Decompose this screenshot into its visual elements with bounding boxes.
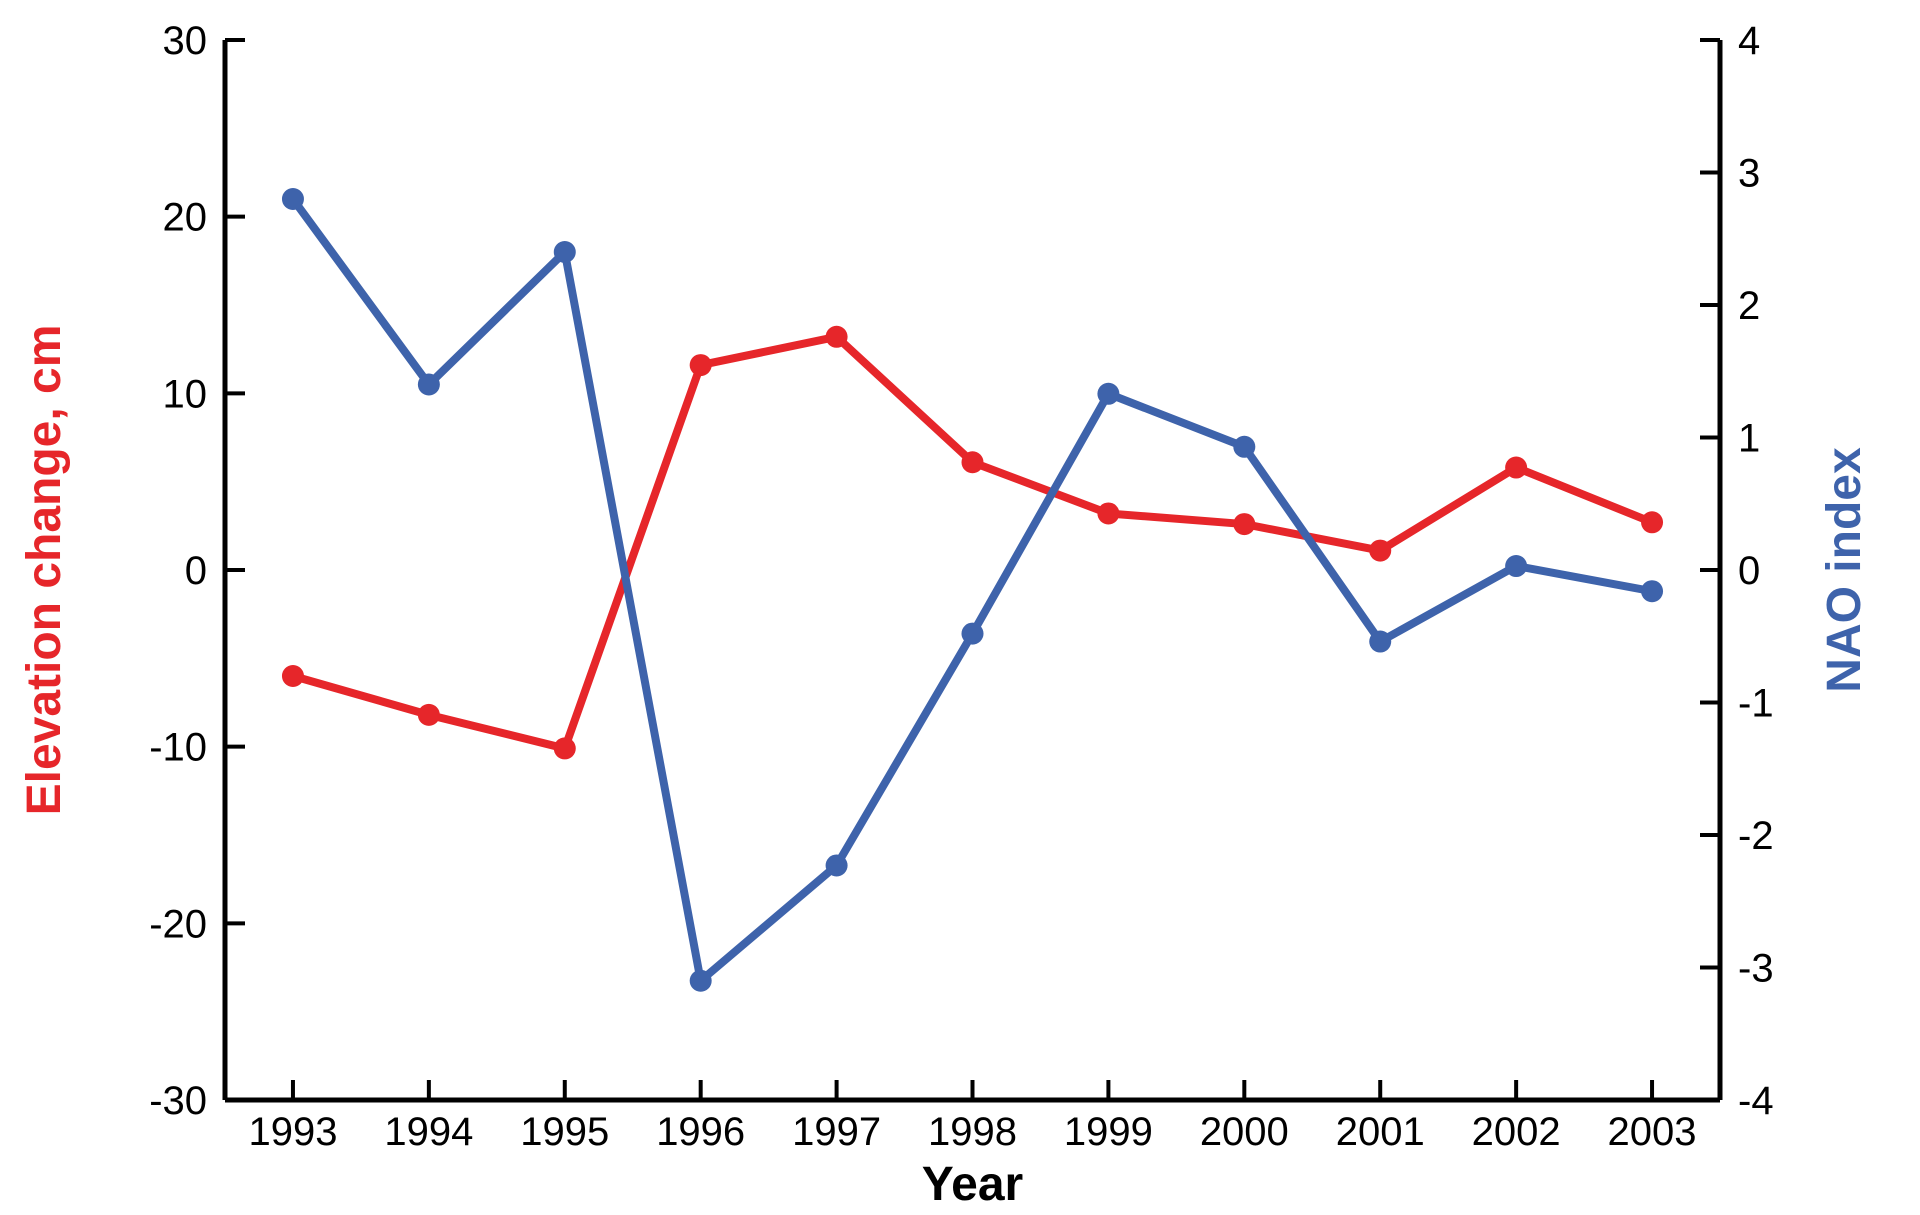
x-tick-label: 1999 <box>1064 1110 1153 1154</box>
series-marker-nao-index <box>962 623 984 645</box>
y-left-tick-label: -30 <box>149 1079 207 1123</box>
y-right-tick-label: -1 <box>1738 682 1774 726</box>
x-tick-label: 2001 <box>1336 1110 1425 1154</box>
y-right-tick-label: 4 <box>1738 19 1760 63</box>
y-left-tick-label: -20 <box>149 902 207 946</box>
series-marker-nao-index <box>282 188 304 210</box>
y-right-tick-label: 0 <box>1738 549 1760 593</box>
x-axis-label: Year <box>922 1158 1023 1211</box>
series-line-nao-index <box>293 199 1652 981</box>
chart-container: 1993199419951996199719981999200020012002… <box>0 0 1920 1215</box>
series-marker-nao-index <box>826 854 848 876</box>
series-marker-elevation-change <box>690 354 712 376</box>
series-marker-nao-index <box>1233 436 1255 458</box>
series-marker-nao-index <box>418 374 440 396</box>
series-marker-elevation-change <box>554 737 576 759</box>
x-tick-label: 2003 <box>1608 1110 1697 1154</box>
x-tick-label: 1995 <box>520 1110 609 1154</box>
series-marker-elevation-change <box>418 704 440 726</box>
y-left-tick-label: 20 <box>163 196 208 240</box>
y-right-tick-label: -3 <box>1738 947 1774 991</box>
series-marker-elevation-change <box>282 665 304 687</box>
y-right-tick-label: -4 <box>1738 1079 1774 1123</box>
series-marker-elevation-change <box>826 326 848 348</box>
series-marker-elevation-change <box>1505 457 1527 479</box>
y-right-tick-label: 1 <box>1738 417 1760 461</box>
series-marker-nao-index <box>1097 383 1119 405</box>
x-tick-label: 1998 <box>928 1110 1017 1154</box>
series-marker-nao-index <box>1641 580 1663 602</box>
x-tick-label: 1996 <box>656 1110 745 1154</box>
y-right-axis-label: NAO index <box>1818 447 1871 693</box>
y-left-tick-label: 30 <box>163 19 208 63</box>
y-left-axis-label: Elevation change, cm <box>18 325 71 816</box>
x-tick-label: 1994 <box>384 1110 473 1154</box>
series-marker-elevation-change <box>1369 540 1391 562</box>
series-marker-nao-index <box>1505 555 1527 577</box>
series-marker-elevation-change <box>962 451 984 473</box>
x-tick-label: 1993 <box>248 1110 337 1154</box>
y-left-tick-label: 10 <box>163 372 208 416</box>
x-tick-label: 2000 <box>1200 1110 1289 1154</box>
series-marker-elevation-change <box>1097 502 1119 524</box>
y-right-tick-label: 2 <box>1738 284 1760 328</box>
x-tick-label: 2002 <box>1472 1110 1561 1154</box>
series-marker-nao-index <box>1369 631 1391 653</box>
y-left-tick-label: -10 <box>149 726 207 770</box>
dual-axis-line-chart: 1993199419951996199719981999200020012002… <box>0 0 1920 1215</box>
series-marker-elevation-change <box>1233 513 1255 535</box>
series-marker-elevation-change <box>1641 511 1663 533</box>
series-line-elevation-change <box>293 337 1652 749</box>
y-right-tick-label: 3 <box>1738 152 1760 196</box>
y-left-tick-label: 0 <box>185 549 207 593</box>
x-tick-label: 1997 <box>792 1110 881 1154</box>
series-marker-nao-index <box>690 970 712 992</box>
series-marker-nao-index <box>554 241 576 263</box>
y-right-tick-label: -2 <box>1738 814 1774 858</box>
